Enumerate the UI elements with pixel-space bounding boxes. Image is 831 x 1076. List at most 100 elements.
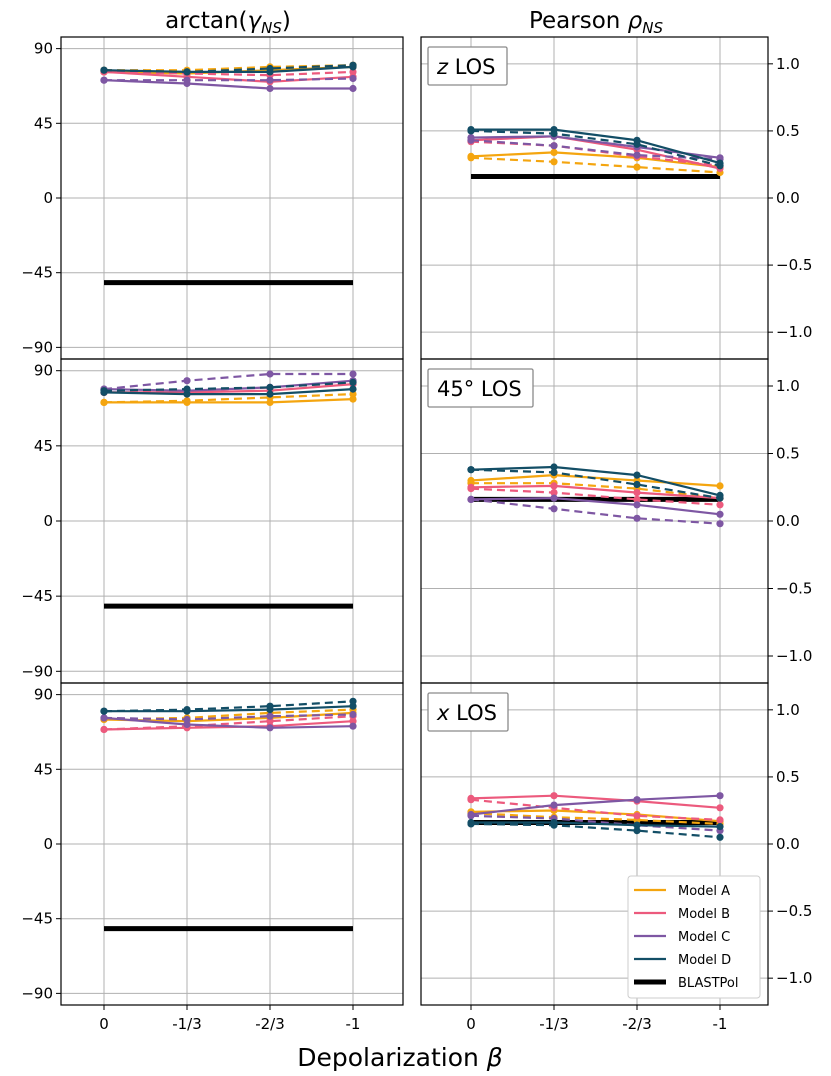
data-point-model-c — [633, 514, 641, 522]
data-point-model-d — [183, 706, 191, 714]
y-tick-label: 1.0 — [776, 377, 800, 395]
data-point-model-c — [716, 510, 724, 518]
data-point-model-b — [349, 717, 357, 725]
data-point-model-c — [183, 715, 191, 724]
series-line-model-c-solid — [470, 794, 721, 816]
data-point-model-d — [266, 702, 274, 710]
series-line-model-b-dashed — [470, 487, 721, 506]
data-point-model-c — [349, 722, 357, 730]
data-point-model-c — [183, 76, 191, 84]
data-point-model-a — [550, 158, 558, 166]
series-line-model-c-solid — [103, 79, 353, 90]
series-line-model-d-dashed — [103, 700, 354, 713]
y-tick-label: 0 — [43, 835, 53, 853]
data-point-model-b — [349, 68, 357, 76]
y-tick-label: −45 — [21, 264, 53, 282]
y-tick-label: −90 — [21, 984, 53, 1002]
series-line-model-a-dashed — [470, 812, 721, 825]
data-point-model-c — [183, 720, 191, 729]
series-line-model-c-dashed — [103, 372, 353, 391]
legend-item-model-d: Model D — [634, 953, 731, 968]
data-point-model-a — [266, 398, 274, 406]
legend-label: Model A — [678, 884, 730, 899]
data-point-model-a — [349, 395, 357, 403]
data-point-model-d — [550, 463, 558, 471]
data-point-model-d — [349, 385, 357, 393]
data-point-model-d — [100, 707, 108, 715]
panel-pearson-row2: −1.0 −0.5 0.0 0.5 1.0 45° LOS — [420, 358, 812, 684]
series-line-model-c-dashed — [470, 814, 721, 832]
legend-label: BLASTPol — [678, 976, 739, 991]
data-point-model-d — [633, 821, 641, 829]
series-line-model-c-dashed — [470, 498, 721, 525]
series-line-model-c-dashed — [103, 713, 354, 721]
series-line-model-a-solid — [470, 473, 721, 487]
series-line-model-c-dashed — [104, 77, 354, 82]
y-tick-label: −90 — [21, 662, 53, 680]
y-tick-label: 45 — [34, 760, 53, 778]
data-point-model-c — [100, 76, 108, 84]
data-point-model-b — [550, 792, 558, 800]
data-point-model-c — [349, 74, 357, 83]
data-point-model-c — [266, 724, 274, 732]
los-label-box — [427, 46, 508, 86]
los-label-box — [427, 368, 534, 408]
data-point-model-b — [266, 717, 274, 725]
y-tick-label: −1.0 — [776, 323, 812, 341]
legend: Model A Model B Model C Model D BLASTPol — [627, 875, 761, 999]
data-point-model-c — [349, 710, 357, 719]
data-point-model-d — [716, 162, 724, 170]
data-point-model-d — [550, 821, 558, 829]
data-point-model-c — [633, 796, 641, 804]
data-point-model-a — [349, 390, 357, 398]
data-point-model-c — [467, 495, 475, 503]
data-point-model-d — [467, 466, 475, 474]
series-line-model-b-dashed — [103, 715, 354, 731]
data-point-model-c — [266, 76, 274, 84]
data-point-model-d — [266, 383, 274, 391]
x-tick-label: -1 — [346, 1015, 361, 1033]
y-tick-label: 90 — [34, 686, 53, 704]
data-point-model-c — [349, 370, 357, 378]
y-tick-label: 0.0 — [776, 189, 800, 207]
data-point-model-c — [467, 136, 475, 144]
data-point-model-b — [467, 485, 475, 493]
data-point-model-b — [716, 804, 724, 812]
x-tick-label: -2/3 — [255, 1015, 285, 1033]
y-tick-label: −1.0 — [776, 969, 812, 987]
los-label-text: x LOS — [436, 701, 497, 725]
panel-pearson-row3: −1.0 −0.5 0.0 0.5 1.0 0 -1/3 -2/3 -1 x LOS — [420, 682, 812, 1033]
panel-frame — [420, 682, 769, 1006]
data-point-model-c — [349, 84, 357, 93]
data-point-model-d — [633, 471, 641, 479]
data-point-model-a — [183, 397, 191, 405]
data-point-model-d — [349, 697, 357, 705]
x-tick-label: -2/3 — [622, 1015, 652, 1033]
y-tick-label: 1.0 — [776, 701, 800, 719]
y-tick-label: 90 — [34, 362, 53, 380]
series-line-model-d-solid — [471, 821, 721, 828]
data-point-model-a — [100, 398, 108, 406]
series-line-model-d-dashed — [470, 468, 721, 500]
right-column-title: Pearson ρNS — [529, 8, 664, 37]
data-point-model-c — [716, 520, 724, 528]
series-line-model-c-solid — [470, 496, 721, 516]
series-line-model-b-solid — [470, 794, 721, 809]
left-column-title: arctan(γNS) — [165, 8, 291, 37]
data-point-model-c — [550, 494, 558, 502]
data-point-model-b — [633, 489, 641, 497]
data-point-model-d — [183, 385, 191, 393]
y-tick-label: 45 — [34, 437, 53, 455]
y-tick-label: 0 — [43, 512, 53, 530]
x-tick-label: 0 — [99, 1015, 109, 1033]
data-point-model-b — [550, 489, 558, 497]
y-tick-label: 0.5 — [776, 122, 800, 140]
series-line-model-b-solid — [470, 484, 721, 500]
los-label-text: 45° LOS — [437, 377, 522, 401]
series-line-model-b-dashed — [103, 70, 354, 77]
data-point-model-d — [100, 387, 108, 395]
panel-frame — [60, 682, 404, 1006]
data-point-model-d — [716, 494, 724, 502]
data-point-model-c — [100, 714, 108, 722]
